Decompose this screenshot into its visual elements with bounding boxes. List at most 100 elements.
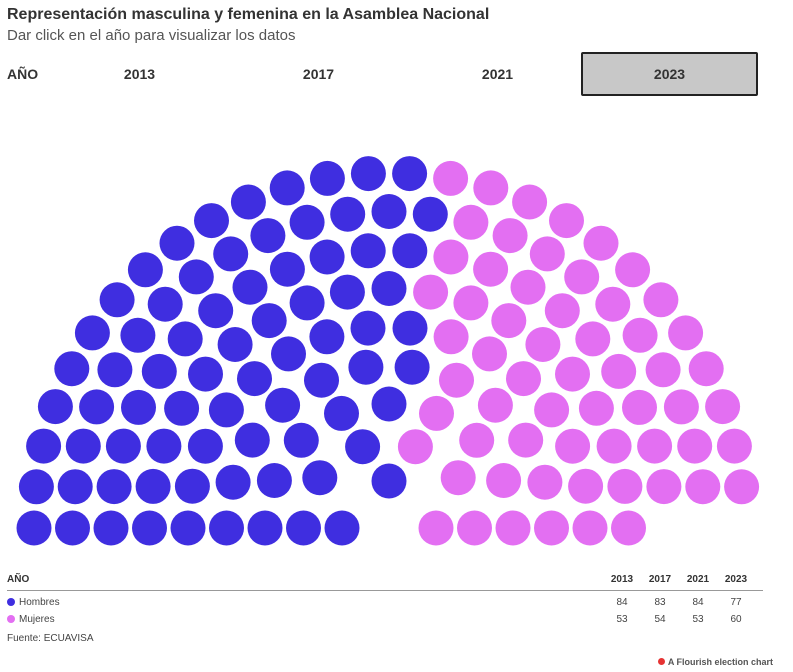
seat-hombres — [234, 422, 270, 458]
seat-hombres — [271, 336, 306, 372]
seat-mujeres — [508, 422, 544, 458]
seat-mujeres — [663, 389, 699, 425]
hombres-swatch — [7, 598, 15, 606]
seat-mujeres — [583, 225, 619, 261]
legend-value: 53 — [692, 614, 704, 625]
seat-mujeres — [685, 469, 721, 505]
seat-hombres — [65, 428, 101, 464]
seat-hombres — [164, 390, 200, 426]
year-selector-label: AÑO — [7, 66, 39, 82]
seat-hombres — [96, 469, 132, 505]
legend-text-hombres: Hombres — [19, 597, 60, 608]
seat-hombres — [208, 392, 244, 428]
seat-mujeres — [433, 160, 469, 196]
seat-hombres — [215, 464, 251, 500]
seat-mujeres — [534, 392, 570, 428]
hemicycle-chart — [16, 156, 760, 546]
seat-mujeres — [568, 468, 604, 504]
seat-hombres — [135, 468, 171, 504]
seat-mujeres — [645, 352, 681, 388]
seat-hombres — [371, 463, 407, 499]
seat-hombres — [167, 321, 203, 357]
seat-mujeres — [544, 293, 580, 329]
legend-label-hombres: Hombres — [7, 597, 60, 608]
seat-mujeres — [495, 510, 531, 546]
seat-mujeres — [459, 422, 495, 458]
seat-hombres — [18, 469, 54, 505]
seat-mujeres — [439, 362, 474, 398]
seat-mujeres — [413, 274, 449, 310]
legend-year-2023: 2023 — [724, 574, 748, 585]
year-button-2017[interactable]: 2017 — [302, 66, 335, 82]
seat-hombres — [237, 361, 272, 397]
seat-hombres — [141, 353, 177, 389]
seat-hombres — [329, 274, 365, 310]
year-button-2023[interactable]: 2023 — [581, 52, 758, 96]
seat-mujeres — [527, 464, 563, 500]
legend-value: 53 — [616, 614, 628, 625]
legend-value: 83 — [654, 597, 666, 608]
legend-value: 84 — [692, 597, 704, 608]
seat-hombres — [392, 310, 428, 346]
seat-hombres — [371, 194, 407, 229]
seat-mujeres — [418, 510, 454, 546]
legend-year-2017: 2017 — [648, 574, 672, 585]
seat-mujeres — [637, 428, 673, 464]
year-button-2021[interactable]: 2021 — [481, 66, 514, 82]
seat-mujeres — [492, 218, 528, 254]
seat-hombres — [55, 510, 90, 546]
seat-hombres — [330, 196, 366, 232]
seat-hombres — [120, 317, 156, 353]
seat-mujeres — [611, 510, 646, 546]
legend-value: 54 — [654, 614, 666, 625]
seat-mujeres — [510, 269, 546, 305]
seat-mujeres — [491, 303, 527, 339]
seat-hombres — [99, 282, 135, 318]
flourish-credit[interactable]: A Flourish election chart — [657, 657, 773, 667]
seat-mujeres — [643, 282, 679, 318]
seat-hombres — [187, 428, 223, 464]
seat-mujeres — [529, 236, 565, 272]
seat-hombres — [256, 463, 292, 498]
seat-hombres — [54, 351, 90, 387]
chart-title: Representación masculina y femenina en l… — [7, 6, 490, 23]
seat-mujeres — [512, 184, 548, 220]
seat-hombres — [392, 156, 428, 192]
seat-mujeres — [601, 353, 637, 389]
seat-hombres — [79, 389, 115, 425]
seat-hombres — [309, 160, 345, 196]
seat-hombres — [188, 356, 223, 392]
seat-mujeres — [716, 428, 752, 464]
seat-hombres — [230, 184, 266, 220]
legend-value: 77 — [730, 597, 742, 608]
source-note: Fuente: ECUAVISA — [7, 633, 94, 644]
year-button-2013[interactable]: 2013 — [123, 66, 156, 82]
seat-mujeres — [473, 251, 509, 287]
seat-hombres — [289, 204, 325, 240]
flourish-logo-icon — [657, 658, 665, 665]
seat-hombres — [350, 233, 386, 269]
seat-hombres — [302, 460, 338, 496]
seat-mujeres — [578, 390, 614, 426]
seat-mujeres — [486, 463, 522, 498]
seat-hombres — [251, 303, 287, 339]
seat-hombres — [394, 349, 430, 385]
seat-mujeres — [472, 336, 507, 372]
legend-divider — [7, 590, 763, 591]
seat-mujeres — [622, 389, 657, 425]
seat-hombres — [350, 156, 386, 192]
seat-hombres — [392, 233, 428, 269]
seat-hombres — [283, 422, 319, 458]
seat-mujeres — [646, 469, 682, 505]
seat-mujeres — [572, 510, 608, 546]
seat-hombres — [147, 286, 183, 322]
seat-hombres — [324, 395, 359, 431]
seat-mujeres — [724, 469, 760, 505]
seat-mujeres — [433, 239, 469, 275]
mujeres-swatch — [7, 615, 15, 623]
seat-hombres — [217, 327, 253, 362]
seat-hombres — [269, 251, 305, 287]
seat-hombres — [178, 259, 214, 295]
seat-hombres — [37, 389, 73, 425]
seat-hombres — [209, 510, 244, 546]
